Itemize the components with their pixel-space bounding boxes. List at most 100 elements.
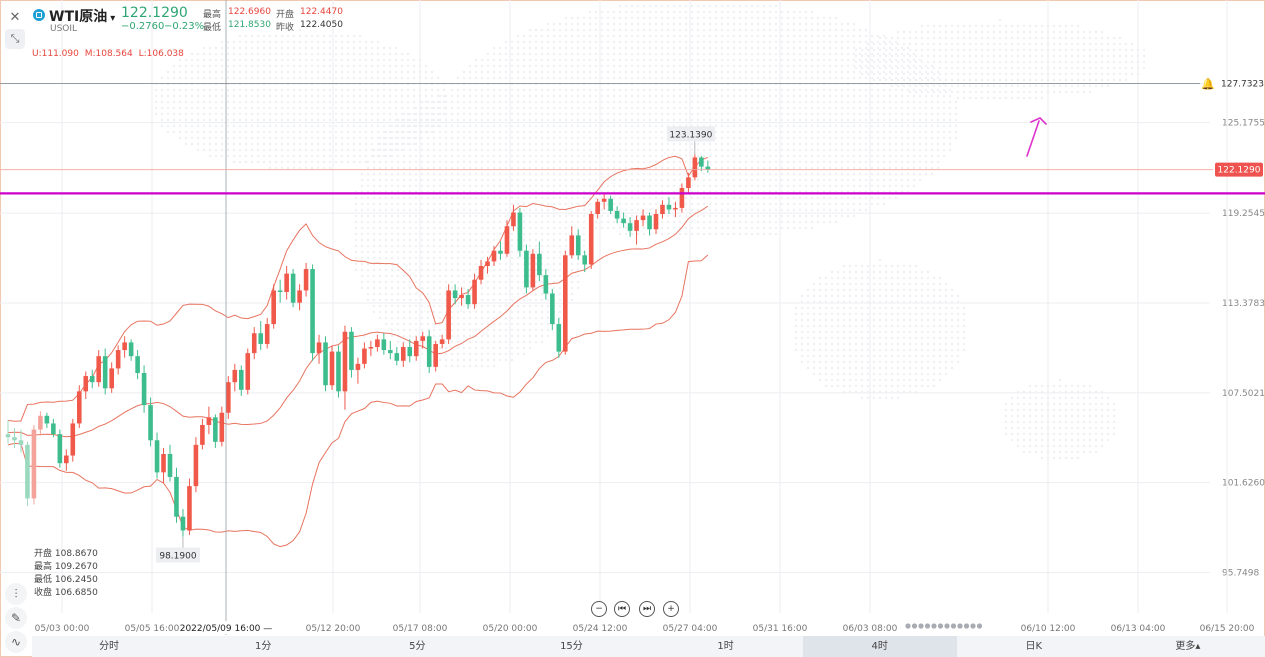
map-dot [304, 166, 308, 170]
map-dot [576, 28, 580, 32]
map-dot [762, 100, 766, 104]
map-dot [456, 340, 460, 344]
map-dot [636, 124, 640, 128]
map-dot [390, 268, 394, 272]
map-dot [774, 112, 778, 116]
map-dot [726, 208, 730, 212]
map-dot [516, 124, 520, 128]
map-dot [834, 154, 838, 158]
map-dot [564, 28, 568, 32]
map-dot [720, 52, 724, 56]
map-dot [864, 142, 868, 146]
map-dot [456, 280, 460, 284]
map-dot [558, 256, 562, 260]
map-dot [432, 142, 436, 146]
map-dot [774, 154, 778, 158]
map-dot [864, 76, 868, 80]
map-dot [624, 4, 628, 8]
map-dot [166, 130, 170, 134]
map-dot [226, 154, 230, 158]
map-dot [504, 352, 508, 356]
map-dot [492, 112, 496, 116]
map-dot [474, 340, 478, 344]
map-dot [870, 118, 874, 122]
map-dot [726, 142, 730, 146]
map-dot [366, 286, 370, 290]
map-dot [334, 76, 338, 80]
map-dot [624, 46, 628, 50]
map-dot [372, 148, 376, 152]
map-dot [828, 208, 832, 212]
map-dot [864, 40, 868, 44]
map-dot [594, 10, 598, 14]
map-dot [178, 124, 182, 128]
map-dot [732, 16, 736, 20]
map-dot [360, 214, 364, 218]
map-dot [528, 178, 532, 182]
map-dot [372, 226, 376, 230]
map-dot [630, 172, 634, 176]
map-dot [402, 310, 406, 314]
map-dot [546, 178, 550, 182]
map-dot [540, 100, 544, 104]
map-dot [678, 106, 682, 110]
map-dot [232, 136, 236, 140]
map-dot [780, 28, 784, 32]
map-dot [406, 76, 410, 80]
map-dot [468, 268, 472, 272]
map-dot [376, 124, 380, 128]
map-dot [600, 34, 604, 38]
map-dot [780, 178, 784, 182]
map-dot [516, 112, 520, 116]
map-dot [546, 148, 550, 152]
map-dot [768, 46, 772, 50]
map-dot [558, 316, 562, 320]
map-dot [672, 202, 676, 206]
map-dot [534, 64, 538, 68]
map-dot [534, 256, 538, 260]
map-dot [696, 100, 700, 104]
map-dot [450, 160, 454, 164]
map-dot [474, 130, 478, 134]
map-dot [576, 118, 580, 122]
map-dot [852, 166, 856, 170]
map-dot [214, 142, 218, 146]
map-dot [666, 112, 670, 116]
map-dot [618, 142, 622, 146]
map-dot [334, 94, 338, 98]
map-dot [678, 220, 682, 224]
map-dot [384, 166, 388, 170]
map-dot [492, 148, 496, 152]
map-dot [256, 64, 260, 68]
map-dot [636, 118, 640, 122]
map-dot [702, 34, 706, 38]
map-dot [498, 160, 502, 164]
map-dot [340, 64, 344, 68]
map-dot [750, 106, 754, 110]
map-dot [642, 172, 646, 176]
map-dot [366, 262, 370, 266]
map-dot [594, 112, 598, 116]
map-dot [726, 10, 730, 14]
map-dot [618, 88, 622, 92]
map-dot [492, 130, 496, 134]
map-dot [576, 160, 580, 164]
map-dot [588, 142, 592, 146]
map-dot [450, 148, 454, 152]
map-dot [364, 88, 368, 92]
map-dot [750, 118, 754, 122]
map-dot [810, 106, 814, 110]
map-dot [412, 130, 416, 134]
map-dot [600, 202, 604, 206]
map-dot [340, 130, 344, 134]
map-dot [780, 106, 784, 110]
map-dot [570, 40, 574, 44]
map-dot [262, 40, 266, 44]
map-dot [456, 160, 460, 164]
map-dot [498, 322, 502, 326]
map-dot [522, 346, 526, 350]
map-dot [360, 196, 364, 200]
map-dot [642, 22, 646, 26]
map-dot [684, 154, 688, 158]
